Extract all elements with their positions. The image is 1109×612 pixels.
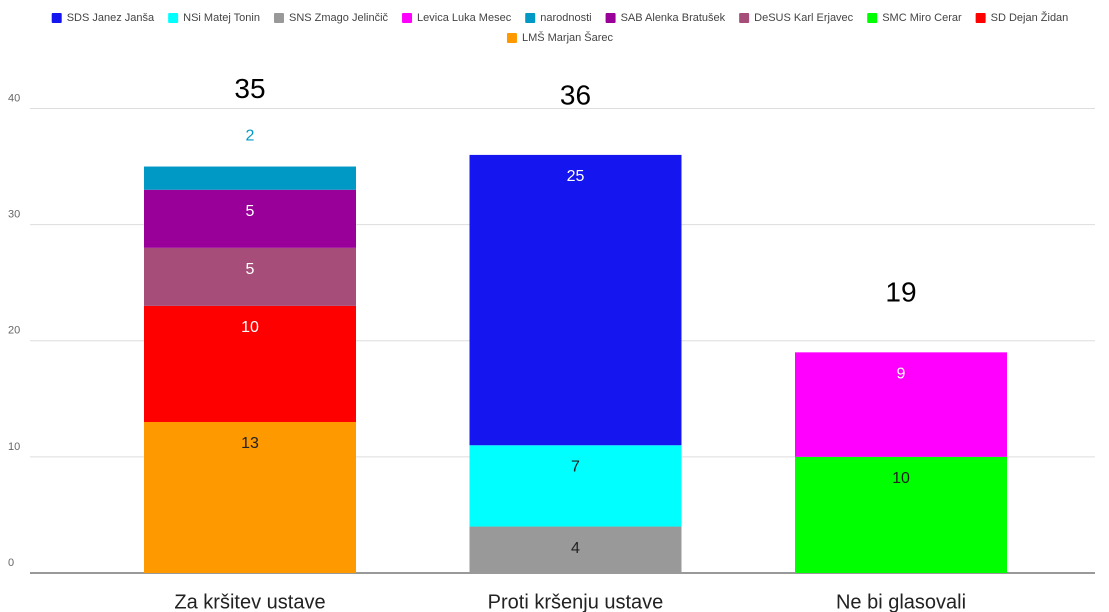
legend-item: SDS Janez Janša — [51, 12, 155, 24]
legend-swatch — [525, 13, 536, 23]
segment-label: 5 — [246, 261, 255, 278]
segment-label: 2 — [246, 128, 255, 145]
legend-swatch — [168, 13, 179, 23]
x-tick-label: Proti kršenju ustave — [488, 591, 664, 612]
legend-swatch — [51, 13, 62, 23]
y-tick-label: 20 — [8, 325, 20, 337]
bar-segment — [144, 247, 356, 306]
segment-label: 13 — [241, 435, 259, 452]
total-label: 35 — [234, 73, 265, 104]
legend-label: SNS Zmago Jelinčič — [289, 12, 389, 24]
bar-segment — [144, 166, 356, 190]
segment-label: 7 — [571, 458, 580, 475]
legend-swatch — [739, 13, 750, 23]
legend-label: narodnosti — [540, 12, 591, 24]
legend-swatch — [975, 13, 986, 23]
total-label: 36 — [560, 79, 591, 110]
legend-label: DeSUS Karl Erjavec — [754, 12, 854, 24]
y-tick-label: 10 — [8, 441, 20, 453]
segment-label: 5 — [246, 203, 255, 220]
legend-label: NSi Matej Tonin — [183, 12, 260, 24]
y-tick-label: 40 — [8, 92, 20, 104]
legend-item: SMC Miro Cerar — [867, 12, 962, 24]
legend-swatch — [506, 33, 517, 43]
bar-segment — [469, 445, 682, 527]
y-tick-label: 30 — [8, 208, 20, 220]
legend-item: DeSUS Karl Erjavec — [739, 12, 854, 24]
bar-segment — [469, 526, 682, 573]
segment-label: 25 — [567, 168, 585, 185]
segment-label: 10 — [241, 319, 259, 336]
legend-swatch — [605, 13, 616, 23]
bar-segment — [795, 352, 1007, 457]
legend-item: NSi Matej Tonin — [168, 12, 260, 24]
bar-segment — [469, 154, 682, 446]
legend-item: narodnosti — [525, 12, 592, 24]
legend-label: SDS Janez Janša — [67, 12, 155, 24]
legend-swatch — [273, 13, 284, 23]
segment-label: 9 — [897, 366, 906, 383]
bar-segment — [144, 422, 356, 573]
legend-label: Levica Luka Mesec — [417, 12, 512, 24]
bar-segment — [144, 305, 356, 423]
segment-label: 10 — [892, 470, 910, 487]
legend-swatch — [867, 13, 878, 23]
legend-item: LMŠ Marjan Šarec — [506, 31, 614, 44]
legend-label: LMŠ Marjan Šarec — [522, 31, 614, 44]
legend-item: SAB Alenka Bratušek — [605, 12, 726, 24]
legend-item: Levica Luka Mesec — [402, 12, 512, 24]
x-tick-label: Ne bi glasovali — [836, 591, 966, 612]
total-label: 19 — [885, 277, 916, 308]
legend-label: SD Dejan Židan — [991, 11, 1069, 24]
legend-label: SAB Alenka Bratušek — [621, 12, 726, 24]
segment-label: 4 — [571, 540, 580, 557]
bar-segment — [795, 456, 1007, 573]
legend-item: SNS Zmago Jelinčič — [273, 12, 389, 24]
x-tick-label: Za kršitev ustave — [174, 591, 325, 612]
y-tick-label: 0 — [8, 557, 14, 569]
legend-item: SD Dejan Židan — [975, 11, 1069, 24]
legend-label: SMC Miro Cerar — [882, 12, 962, 24]
legend-swatch — [402, 13, 413, 23]
bar-segment — [144, 189, 356, 248]
